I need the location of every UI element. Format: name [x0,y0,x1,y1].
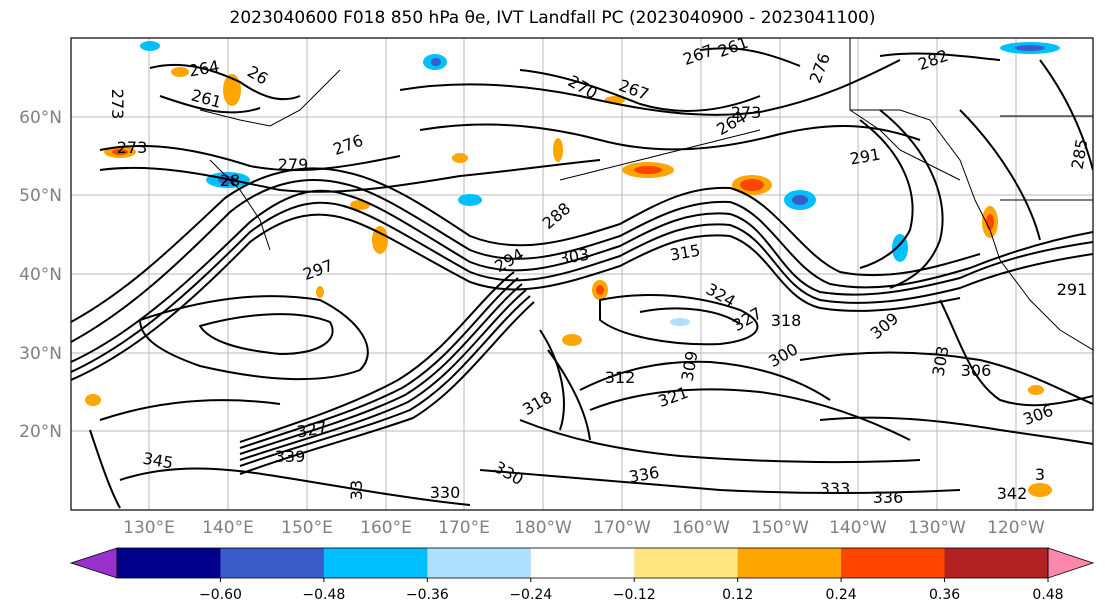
map-panel [70,37,1094,511]
contour-label: 318 [771,311,802,330]
contour-label: 291 [1057,280,1088,299]
lon-label-150w: 150°W [751,518,809,538]
lon-label-160e: 160°E [360,518,412,538]
lat-label-60n: 60°N [19,108,62,128]
pos-patch [85,394,101,406]
pos-patch [740,179,764,191]
colorbar-extend-min [69,547,118,579]
longitude-labels: 130°E 140°E 150°E 160°E 170°E 180°W 170°… [123,518,1045,538]
lon-label-130w: 130°W [908,518,966,538]
colorbar-bin [117,548,221,578]
neg-patch [1015,45,1045,51]
contour-label: 273 [117,138,148,157]
contour-label: 330 [430,483,461,502]
pos-patch [316,286,324,298]
map-title: 2023040600 F018 850 hPa θe, IVT Landfall… [229,8,876,28]
colorbar-extend-max [1047,547,1095,579]
contour-label: 333 [820,479,851,498]
pos-patch [372,226,388,254]
pos-patch [986,214,994,230]
lon-label-130e: 130°E [123,518,175,538]
colorbar-bin [944,548,1049,578]
colorbar-bin [634,548,739,578]
contour-label: 28 [220,171,240,190]
pos-patch [1028,483,1052,497]
neg-patch [670,318,690,326]
contour-label: 342 [997,484,1028,503]
pos-patch [452,153,468,163]
lat-label-40n: 40°N [19,265,62,285]
colorbar-tick-label: −0.36 [406,587,449,603]
lat-label-50n: 50°N [19,186,62,206]
colorbar-bin [737,548,842,578]
pos-patch [553,138,563,162]
colorbar-tick-label: −0.48 [302,587,345,603]
colorbar-bin [323,548,428,578]
colorbar-tick-label: −0.12 [613,587,656,603]
colorbar-outline [116,547,1049,579]
contour-label: 336 [873,488,904,507]
colorbar-bin [530,548,635,578]
pos-patch [223,74,241,106]
colorbar-tick-label: 0.36 [929,587,960,603]
lat-label-30n: 30°N [19,344,62,364]
lon-label-150e: 150°E [281,518,333,538]
contour-label: 273 [731,103,762,122]
lon-label-180w: 180°W [514,518,572,538]
map-frame [70,37,1094,511]
graticule [71,38,1093,510]
colorbar-tick-label: −0.60 [199,587,242,603]
contour-label: 306 [961,361,992,380]
contour-label: 273 [108,89,127,120]
lon-label-160w: 160°W [672,518,730,538]
lon-label-140w: 140°W [829,518,887,538]
pos-patch [1028,385,1044,395]
pos-patch [112,149,128,155]
colorbar-bin [220,548,325,578]
colorbar-tick-label: 0.24 [826,587,857,603]
colorbar-bin [427,548,532,578]
latitude-labels: 60°N 50°N 40°N 30°N 20°N [19,108,62,442]
lon-label-140e: 140°E [202,518,254,538]
coastlines [199,38,1093,351]
pos-patch [634,166,662,174]
colorbar [69,547,1095,579]
contour-label: 312 [605,368,636,387]
colorbar-ticks: −0.60 −0.48 −0.36 −0.24 −0.12 0.12 0.24 0.36 0.4… [199,578,1064,603]
colorbar-tick-label: 0.48 [1032,587,1063,603]
contour-label: 33 [347,480,366,500]
contour-label: 279 [278,155,309,174]
neg-patch [792,195,808,205]
lat-label-20n: 20°N [19,422,62,442]
neg-patch [458,194,482,206]
lon-label-170w: 170°W [593,518,651,538]
contour-label: 339 [275,447,306,466]
neg-patch [431,58,441,66]
colorbar-tick-label: −0.24 [509,587,552,603]
pos-patch [596,285,604,295]
lon-label-120w: 120°W [987,518,1045,538]
colorbar-bin [841,548,946,578]
colorbar-tick-label: 0.12 [722,587,753,603]
pos-patch [171,67,189,77]
lon-label-170e: 170°E [438,518,490,538]
neg-patch [140,41,160,51]
contour-label: 3 [1035,465,1045,484]
pos-patch [562,334,582,346]
